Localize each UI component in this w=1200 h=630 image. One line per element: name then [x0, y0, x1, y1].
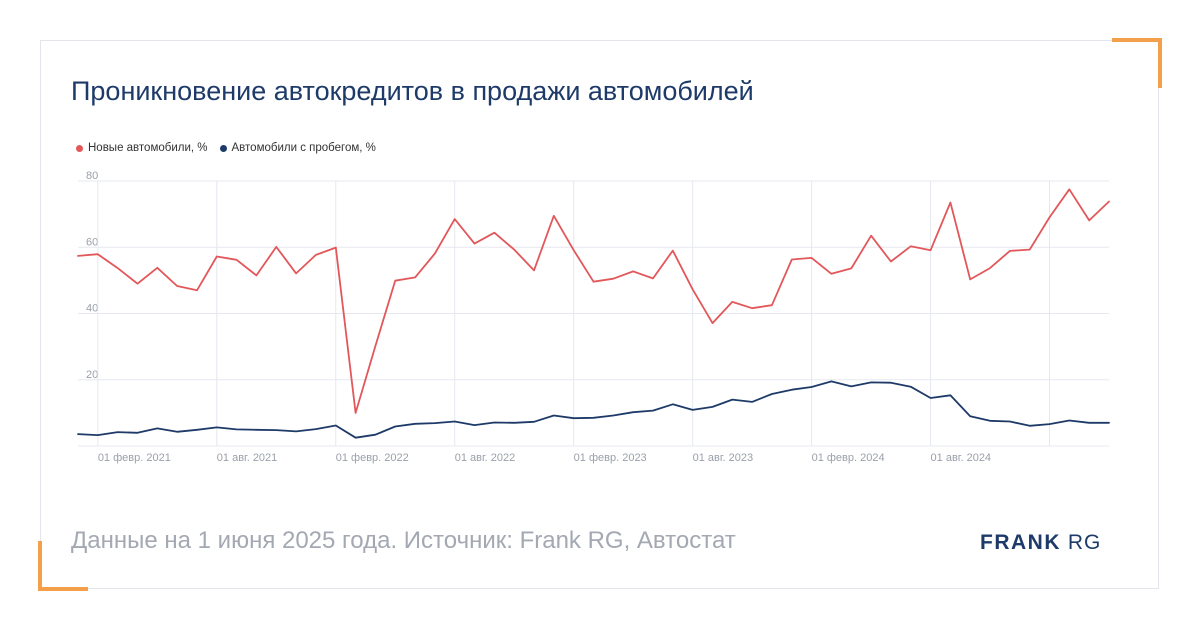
chart-title: Проникновение автокредитов в продажи авт…	[71, 76, 754, 106]
x-tick-label: 01 февр. 2024	[812, 452, 885, 464]
legend-label-new-cars: Новые автомобили, %	[88, 142, 208, 154]
corner-accent-top-right	[1112, 38, 1162, 42]
legend-label-used-cars: Автомобили с пробегом, %	[231, 142, 376, 154]
x-tick-label: 01 авг. 2024	[931, 452, 992, 464]
x-tick-label: 01 авг. 2022	[455, 452, 516, 464]
x-tick-label: 01 авг. 2021	[217, 452, 278, 464]
corner-accent-bottom-left	[38, 587, 88, 591]
series-line-used-cars	[77, 380, 1110, 439]
legend-marker-new-cars	[76, 144, 83, 152]
chart-legend: Новые автомобили, % Автомобили с пробего…	[76, 142, 376, 154]
x-tick-label: 01 февр. 2021	[98, 452, 171, 464]
chart-card	[40, 40, 1159, 589]
y-tick-label: 80	[86, 170, 98, 182]
corner-accent-bottom-left	[38, 541, 42, 591]
legend-item-used-cars[interactable]: Автомобили с пробегом, %	[219, 142, 376, 154]
y-tick-label: 60	[86, 236, 98, 248]
frank-rg-logo: FRANK RG	[980, 531, 1102, 554]
series-line-new-cars	[77, 188, 1110, 414]
legend-item-new-cars[interactable]: Новые автомобили, %	[76, 142, 208, 154]
legend-marker-used-cars	[219, 144, 227, 152]
y-tick-label: 20	[86, 369, 98, 381]
corner-accent-top-right	[1158, 38, 1162, 88]
x-tick-label: 01 авг. 2023	[693, 452, 754, 464]
source-note: Данные на 1 июня 2025 года. Источник: Fr…	[71, 527, 736, 554]
x-tick-label: 01 февр. 2023	[574, 452, 647, 464]
y-tick-label: 40	[86, 303, 98, 315]
x-tick-label: 01 февр. 2022	[336, 452, 409, 464]
